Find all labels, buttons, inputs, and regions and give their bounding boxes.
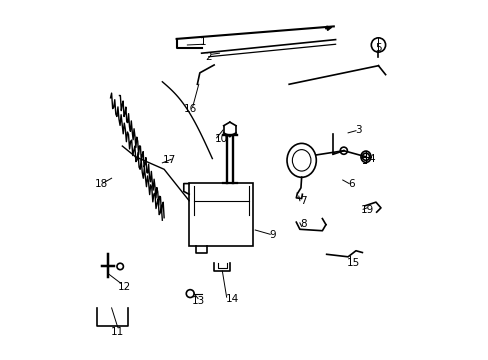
Text: 1: 1 — [200, 37, 206, 48]
Text: 18: 18 — [95, 179, 108, 189]
Text: 7: 7 — [300, 197, 306, 206]
Text: 14: 14 — [225, 294, 238, 303]
Text: 9: 9 — [269, 230, 276, 240]
Text: 12: 12 — [118, 282, 131, 292]
Text: 15: 15 — [346, 258, 359, 268]
Text: 6: 6 — [347, 179, 354, 189]
Text: 10: 10 — [214, 134, 227, 144]
Text: 19: 19 — [360, 205, 374, 215]
Text: 5: 5 — [374, 43, 381, 53]
Text: 17: 17 — [163, 156, 176, 165]
Text: 16: 16 — [184, 104, 197, 113]
Text: 11: 11 — [111, 327, 124, 337]
Text: 2: 2 — [205, 52, 212, 62]
Text: 8: 8 — [300, 219, 306, 229]
Bar — [189, 183, 253, 246]
Text: 13: 13 — [191, 296, 204, 306]
Text: 4: 4 — [367, 154, 374, 164]
Text: 3: 3 — [355, 125, 362, 135]
